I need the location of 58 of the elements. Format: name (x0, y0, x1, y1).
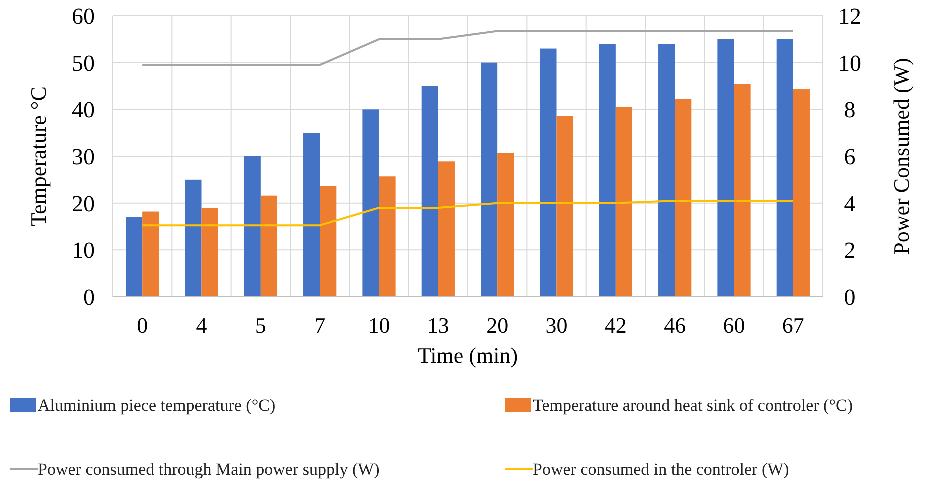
bar (362, 110, 380, 297)
bar (438, 162, 455, 297)
x-tick-label: 0 (137, 313, 148, 338)
bar (185, 180, 202, 297)
y2-tick-label: 4 (844, 191, 856, 216)
bar (481, 62, 498, 297)
bar (776, 39, 794, 297)
y-tick-label: 20 (72, 191, 95, 216)
y2-axis-title: Power Consumed (W) (889, 58, 914, 255)
x-tick-label: 67 (782, 313, 804, 338)
bar (142, 212, 160, 297)
x-tick-label: 7 (314, 313, 326, 338)
bar (718, 39, 734, 297)
y-axis-title: Temperature °C (26, 86, 51, 226)
x-tick-label: 42 (604, 313, 627, 338)
bar (540, 48, 557, 297)
bar (422, 86, 438, 297)
bar (658, 44, 676, 297)
bar (556, 116, 574, 297)
bar (126, 217, 143, 297)
x-tick-label: 13 (427, 313, 450, 338)
bar (793, 90, 810, 297)
legend-label: Temperature around heat sink of controler (°C) (533, 396, 853, 415)
bar (260, 196, 278, 297)
x-tick-label: 5 (255, 313, 266, 338)
bar (599, 44, 616, 297)
y-tick-label: 60 (72, 4, 95, 29)
y-tick-label: 50 (72, 50, 95, 76)
x-axis-title: Time (min) (418, 343, 518, 368)
y2-tick-label: 8 (844, 98, 856, 123)
y-tick-label: 40 (72, 98, 95, 123)
bar (616, 107, 632, 297)
y2-tick-label: 12 (838, 4, 862, 29)
y2-tick-label: 0 (844, 285, 856, 310)
x-tick-label: 10 (368, 313, 390, 338)
y2-tick-label: 2 (844, 238, 856, 264)
line-series (142, 200, 794, 227)
bar (734, 84, 751, 297)
bar (304, 133, 320, 297)
bar (498, 153, 514, 297)
x-tick-label: 20 (486, 313, 509, 338)
y-tick-label: 30 (72, 144, 95, 170)
x-tick-label: 60 (723, 313, 746, 338)
legend-label: Power consumed in the controler (W) (533, 460, 790, 479)
y-tick-label: 10 (72, 238, 95, 264)
bar (320, 186, 337, 297)
legend-label: Power consumed through Main power supply (W) (38, 460, 380, 479)
x-tick-label: 4 (196, 313, 208, 338)
bar (244, 156, 261, 297)
bar (202, 208, 218, 297)
y-tick-label: 0 (84, 285, 95, 310)
legend-label: Aluminium piece temperature (°C) (38, 396, 276, 415)
bar (675, 99, 692, 297)
y2-tick-label: 10 (838, 50, 862, 76)
x-tick-label: 46 (664, 313, 686, 338)
y2-tick-label: 6 (844, 144, 856, 170)
bar (379, 176, 396, 297)
x-tick-label: 30 (546, 313, 568, 338)
